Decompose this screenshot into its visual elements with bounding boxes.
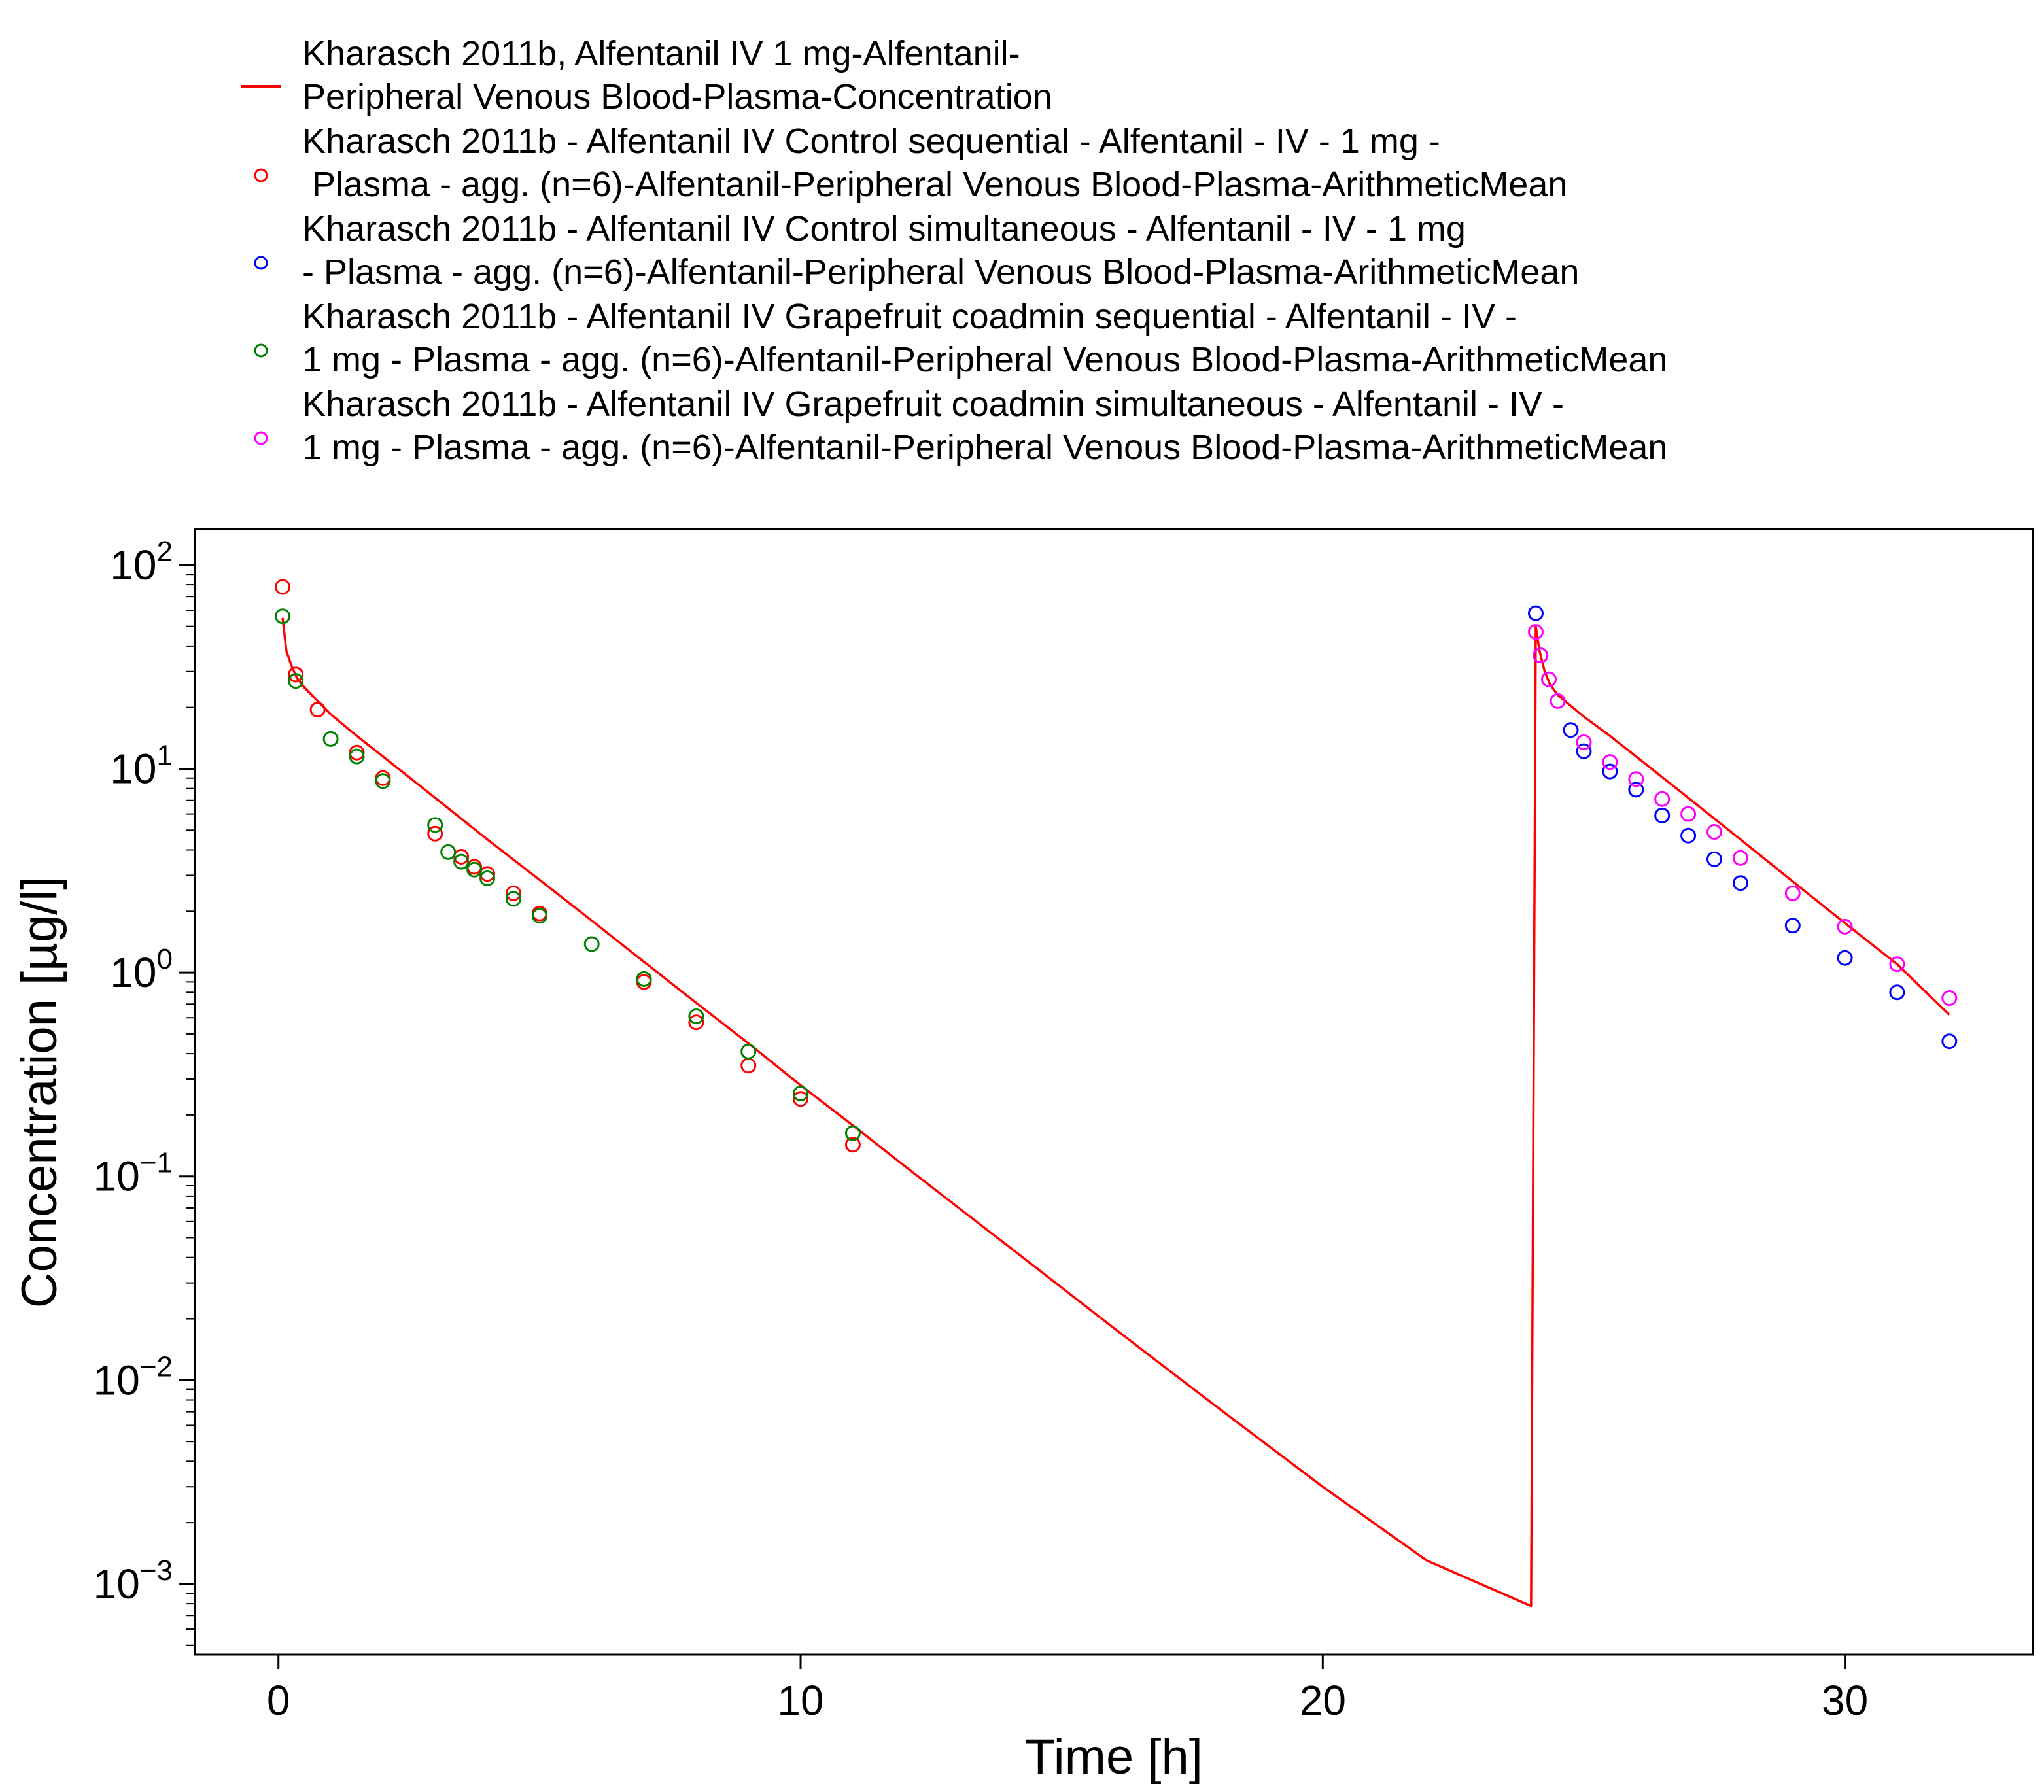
data-point <box>1680 827 1697 844</box>
legend-label: 1 mg - Plasma - agg. (n=6)-Alfentanil-Pe… <box>302 340 1667 379</box>
x-tick-label: 20 <box>1300 1677 1346 1724</box>
data-point <box>440 844 457 860</box>
data-point <box>1541 671 1557 687</box>
y-tick-base: 10 <box>110 542 156 589</box>
x-axis-title: Time [h] <box>1025 1729 1203 1785</box>
legend-label: Kharasch 2011b - Alfentanil IV Control s… <box>302 209 1466 249</box>
data-point <box>1889 984 1905 1001</box>
data-point <box>309 702 326 718</box>
legend-marker <box>254 431 268 445</box>
x-tick-label: 10 <box>777 1677 823 1724</box>
data-point <box>427 825 443 842</box>
data-point <box>688 1014 704 1031</box>
legend-marker <box>254 168 268 182</box>
data-point <box>1628 771 1644 787</box>
y-tick-exponent: 2 <box>157 536 173 568</box>
y-tick-base: 10 <box>94 1153 140 1200</box>
legend-label: - Plasma - agg. (n=6)-Alfentanil-Periphe… <box>302 252 1579 292</box>
y-tick-exponent: −1 <box>140 1147 173 1179</box>
data-point <box>288 673 304 689</box>
data-point <box>1576 743 1592 759</box>
data-point <box>1602 754 1618 770</box>
legend-label: 1 mg - Plasma - agg. (n=6)-Alfentanil-Pe… <box>302 428 1667 467</box>
data-point <box>1733 850 1748 866</box>
data-point <box>375 773 391 789</box>
y-axis-title: Concentration [µg/l] <box>12 876 67 1309</box>
legend-marker <box>254 343 268 358</box>
plot-frame <box>194 528 2034 1656</box>
legend-marker <box>254 256 268 270</box>
data-point <box>844 1125 861 1141</box>
y-tick-exponent: 1 <box>157 739 173 771</box>
data-point <box>1528 605 1544 621</box>
data-point <box>506 891 521 907</box>
data-point <box>844 1137 861 1153</box>
data-point <box>1784 885 1801 901</box>
legend-label: Kharasch 2011b - Alfentanil IV Control s… <box>302 122 1440 161</box>
data-point <box>740 1058 757 1074</box>
data-point <box>1889 956 1905 973</box>
data-point <box>1602 763 1618 780</box>
data-point <box>636 971 652 987</box>
data-point <box>1784 918 1801 934</box>
data-point <box>479 870 495 886</box>
y-tick-base: 10 <box>94 1560 140 1608</box>
data-point <box>1654 807 1671 823</box>
data-point <box>1941 990 1958 1006</box>
data-point <box>793 1086 808 1101</box>
data-point <box>1533 647 1549 664</box>
legend-label: Plasma - agg. (n=6)-Alfentanil-Periphera… <box>302 165 1567 204</box>
data-point <box>688 1008 704 1024</box>
y-tick-base: 10 <box>94 1356 140 1404</box>
y-tick-base: 10 <box>110 745 156 792</box>
simulation-line <box>281 617 1950 1608</box>
data-point <box>275 579 291 595</box>
data-point <box>1680 806 1697 822</box>
data-point <box>1550 693 1566 709</box>
data-point <box>1628 782 1644 798</box>
y-tick-exponent: −2 <box>140 1351 173 1383</box>
data-point <box>531 908 547 924</box>
y-tick-label: 102 <box>110 536 173 589</box>
data-point <box>1654 791 1671 807</box>
data-point <box>322 731 339 747</box>
data-point <box>453 853 470 870</box>
data-point <box>1837 918 1853 935</box>
y-tick-label: 10−3 <box>94 1555 173 1608</box>
data-point <box>1733 875 1748 891</box>
data-point <box>740 1043 757 1060</box>
y-tick-base: 10 <box>110 949 156 996</box>
data-point <box>466 861 483 878</box>
data-point <box>1563 722 1579 738</box>
y-tick-label: 10−1 <box>94 1147 173 1200</box>
legend-label: Kharasch 2011b - Alfentanil IV Grapefrui… <box>302 297 1517 336</box>
data-point <box>1706 824 1722 840</box>
data-point <box>793 1091 808 1107</box>
y-tick-label: 10−2 <box>94 1351 173 1404</box>
legend-label: Kharasch 2011b - Alfentanil IV Grapefrui… <box>302 385 1564 424</box>
x-tick-label: 30 <box>1822 1677 1868 1724</box>
data-point <box>583 936 600 952</box>
data-point <box>288 666 304 683</box>
data-point <box>1528 624 1544 640</box>
data-point <box>1576 734 1592 750</box>
y-tick-label: 100 <box>110 943 173 996</box>
legend: Kharasch 2011b, Alfentanil IV 1 mg-Alfen… <box>241 34 1667 467</box>
plot-area <box>275 579 1958 1608</box>
data-point <box>506 885 521 901</box>
data-point <box>1941 1033 1958 1050</box>
x-tick-label: 0 <box>267 1677 290 1724</box>
y-tick-exponent: 0 <box>157 943 173 975</box>
data-point <box>1837 950 1853 966</box>
y-tick-label: 101 <box>110 739 173 792</box>
y-tick-exponent: −3 <box>140 1555 173 1587</box>
data-point <box>427 817 443 833</box>
data-point <box>1706 851 1722 867</box>
data-point <box>275 608 291 625</box>
legend-label: Kharasch 2011b, Alfentanil IV 1 mg-Alfen… <box>302 34 1020 73</box>
data-point <box>349 748 365 765</box>
legend-label: Peripheral Venous Blood-Plasma-Concentra… <box>302 77 1052 116</box>
